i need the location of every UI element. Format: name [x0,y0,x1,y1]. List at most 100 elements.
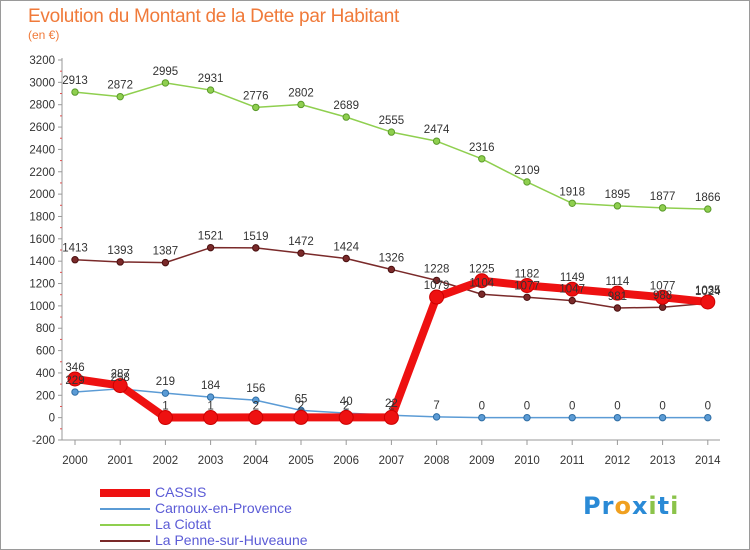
data-label-la-ciotat: 1918 [559,186,585,198]
data-label-carnoux: 0 [569,401,575,413]
data-label-la-penne: 981 [608,291,627,303]
logo-letter: o [614,492,632,520]
legend-label: La Penne-sur-Huveaune [155,532,308,548]
x-tick-label: 2010 [514,455,540,467]
data-point-la-ciotat [387,128,396,136]
legend-swatch-la-ciotat [100,524,150,526]
data-point-la-penne [523,293,531,301]
data-label-la-penne: 1077 [514,280,540,292]
data-label-la-penne: 1413 [62,243,88,255]
data-label-la-ciotat: 2689 [333,100,359,112]
legend-label: CASSIS [155,484,207,500]
data-point-la-ciotat [206,86,215,94]
data-point-cassis [609,285,625,301]
chart-title: Evolution du Montant de la Dette par Hab… [28,6,399,27]
data-label-cassis: 287 [111,369,130,381]
data-label-cassis: 1225 [469,264,495,276]
data-point-la-penne [206,243,215,252]
y-tick-label: 800 [36,323,55,335]
data-point-la-ciotat [613,202,622,210]
data-label-la-ciotat: 2474 [424,124,450,136]
data-label-la-penne: 1104 [469,277,494,289]
data-label-cassis: 346 [65,362,84,374]
logo-letter: P [583,492,602,520]
data-point-la-ciotat [71,88,79,96]
data-point-carnoux [613,413,622,422]
data-point-la-penne [568,296,576,305]
data-label-la-penne: 1472 [288,236,314,248]
y-tick-label: 600 [36,346,55,358]
data-point-carnoux [704,413,712,422]
x-tick-label: 2008 [424,455,450,467]
y-tick-label: 1000 [29,301,55,313]
data-label-carnoux: 258 [111,372,130,384]
y-tick-label: 2200 [29,167,55,179]
data-point-la-penne [297,249,305,257]
y-tick-label: 3000 [29,77,55,89]
y-tick-label: 0 [49,413,55,425]
y-tick-label: -200 [32,435,55,447]
data-point-la-ciotat [297,100,305,109]
y-tick-label: 2400 [29,144,55,156]
data-label-la-ciotat: 1877 [650,191,676,203]
data-point-cassis [67,371,83,387]
y-tick-label: 3200 [29,55,55,67]
data-point-carnoux [658,413,667,422]
data-label-la-penne: 1228 [424,263,450,275]
data-point-cassis [338,409,354,425]
data-label-la-ciotat: 2995 [153,66,179,78]
data-label-carnoux: 0 [659,401,665,413]
y-tick-label: 2600 [29,122,55,134]
data-label-cassis: 1079 [424,280,450,292]
data-point-carnoux [568,413,576,422]
data-label-la-penne: 1387 [153,246,179,258]
data-point-la-penne [252,244,260,252]
data-point-la-ciotat [342,113,350,121]
y-tick-label: 200 [36,390,55,402]
data-point-cassis [383,409,399,425]
data-label-carnoux: 40 [340,396,353,408]
data-label-la-penne: 1047 [559,284,585,296]
data-label-la-ciotat: 2555 [379,115,405,127]
data-label-la-ciotat: 2776 [243,90,269,102]
data-point-la-penne [342,254,350,263]
data-point-la-penne [161,258,170,267]
x-tick-label: 2013 [650,455,676,467]
x-tick-label: 2000 [62,455,88,467]
data-label-cassis: 2 [343,400,349,412]
logo-letter: i [670,492,680,520]
x-tick-label: 2009 [469,455,495,467]
data-label-la-penne: 1024 [695,286,721,298]
x-tick-label: 2005 [288,455,314,467]
data-label-cassis: 1035 [695,285,721,297]
data-point-cassis [293,409,309,425]
data-point-carnoux [478,413,486,422]
data-point-la-penne [387,265,396,274]
data-point-la-penne [432,276,441,285]
y-tick-label: 1200 [29,279,55,291]
data-label-carnoux: 22 [385,398,398,410]
data-point-cassis [474,273,490,289]
data-label-la-ciotat: 2913 [62,75,88,87]
data-label-la-ciotat: 2109 [514,165,540,177]
data-point-la-ciotat [704,205,712,213]
chart-subtitle: (en €) [28,28,60,42]
data-point-cassis [157,410,173,426]
data-label-la-ciotat: 1866 [695,192,721,204]
data-point-carnoux [252,396,260,404]
data-point-carnoux [432,413,441,421]
data-label-cassis: 1077 [650,280,676,292]
proxiti-logo: Proxiti [583,492,679,520]
data-label-carnoux: 229 [65,375,84,387]
legend-swatch-cassis [100,489,150,497]
data-point-cassis [564,281,580,297]
x-tick-label: 2002 [153,455,179,467]
x-tick-label: 2014 [695,455,721,467]
data-label-cassis: 1182 [515,269,540,281]
data-point-la-ciotat [523,178,531,186]
data-point-la-ciotat [658,204,667,212]
y-tick-label: 1800 [29,211,55,223]
data-label-cassis: 2 [253,400,259,412]
data-point-cassis [248,409,264,425]
data-point-carnoux [206,393,215,401]
